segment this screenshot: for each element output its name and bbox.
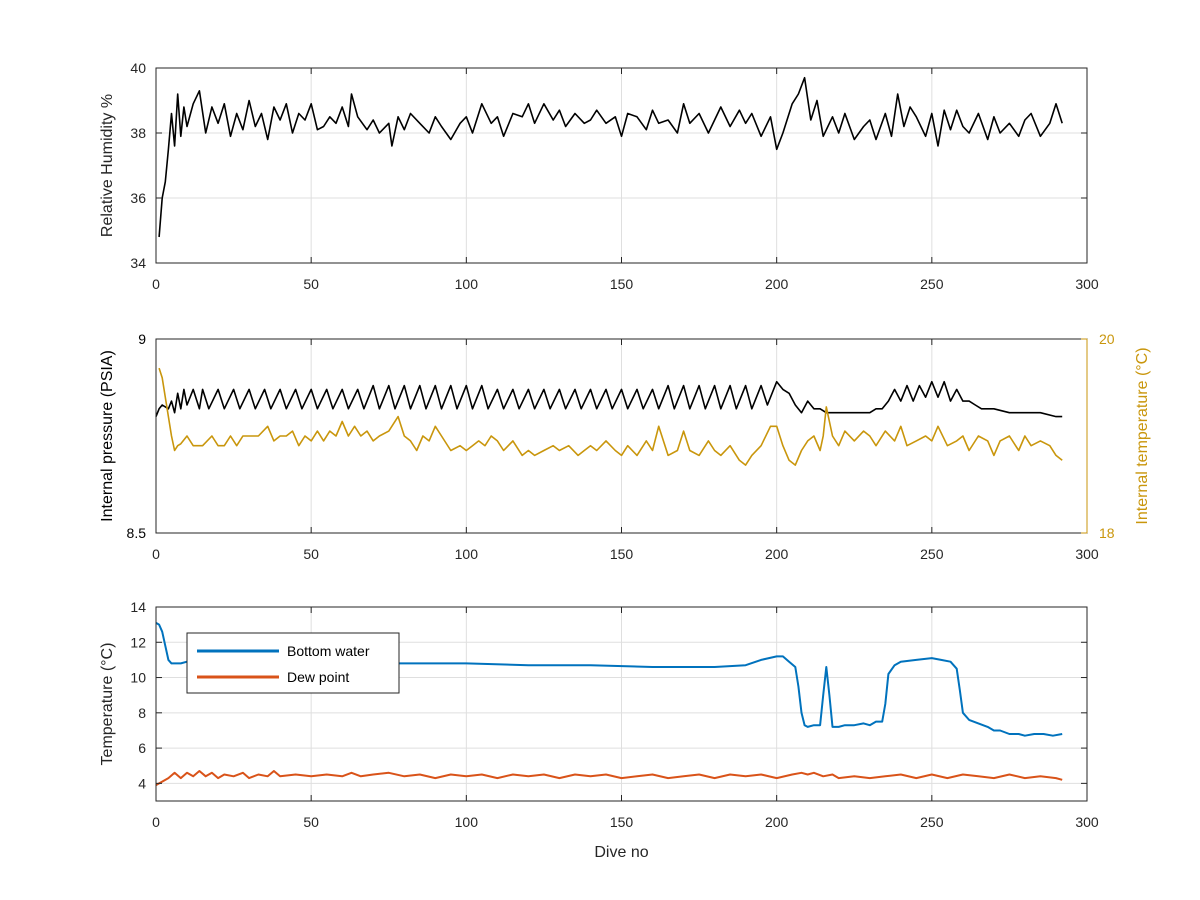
x-tick-label: 50 <box>303 546 319 562</box>
y-tick-label: 14 <box>130 599 146 615</box>
y-axis-label: Internal pressure (PSIA) <box>99 350 116 522</box>
y-tick-label: 4 <box>138 775 146 791</box>
y-tick-label: 40 <box>130 60 146 76</box>
series-line-1 <box>158 76 1063 238</box>
legend-label: Bottom water <box>287 643 370 659</box>
x-tick-label: 200 <box>765 276 789 292</box>
x-tick-label: 0 <box>152 276 160 292</box>
x-tick-label: 50 <box>303 276 319 292</box>
y-tick-label: 12 <box>130 634 146 650</box>
x-tick-label: 300 <box>1075 546 1099 562</box>
y-tick-label: 10 <box>130 670 146 686</box>
x-tick-label: 200 <box>765 546 789 562</box>
y-tick-label: 8 <box>138 705 146 721</box>
legend-label: Dew point <box>287 669 349 685</box>
plot-panel-2: 0 50 100 150 200 250 300 8.5 9 18 20 Internal tempe… <box>99 331 1151 562</box>
x-tick-label: 250 <box>920 276 944 292</box>
legend: Bottom water Dew point <box>186 632 400 694</box>
plot-panel-1: 0 50 100 150 200 250 300 34 36 38 40 Relative Humid… <box>99 60 1099 292</box>
right-tick-label: 20 <box>1099 331 1115 347</box>
y-tick-label: 9 <box>138 331 146 347</box>
x-tick-label: 250 <box>920 546 944 562</box>
x-tick-label: 300 <box>1075 276 1099 292</box>
x-tick-label: 150 <box>610 546 634 562</box>
x-tick-label: 100 <box>455 276 479 292</box>
series-line-1 <box>155 380 1063 418</box>
y-axis-label: Relative Humidity % <box>99 94 116 237</box>
right-axis-label: Internal temperature (°C) <box>1134 347 1151 524</box>
y-tick-label: 36 <box>130 190 146 206</box>
y-tick-label: 8.5 <box>127 525 147 541</box>
legend-box <box>186 632 400 694</box>
y-tick-label: 38 <box>130 125 146 141</box>
series-line-2 <box>155 770 1063 786</box>
x-tick-label: 100 <box>455 546 479 562</box>
y-axis-label: Temperature (°C) <box>99 643 116 766</box>
right-tick-label: 18 <box>1099 525 1115 541</box>
x-tick-label: 150 <box>610 276 634 292</box>
series-line-2 <box>158 367 1063 466</box>
x-tick-label: 250 <box>920 814 944 830</box>
x-tick-label: 150 <box>610 814 634 830</box>
x-tick-label: 300 <box>1075 814 1099 830</box>
plot-panel-3: 0 50 100 150 200 250 300 4 6 8 10 12 14 Temperature (… <box>99 599 1099 861</box>
x-tick-label: 0 <box>152 814 160 830</box>
x-tick-label: 100 <box>455 814 479 830</box>
y-tick-label: 34 <box>130 255 146 271</box>
x-tick-label: 0 <box>152 546 160 562</box>
x-tick-label: 50 <box>303 814 319 830</box>
x-axis-label: Dive no <box>594 844 648 861</box>
x-tick-label: 200 <box>765 814 789 830</box>
y-tick-label: 6 <box>138 740 146 756</box>
